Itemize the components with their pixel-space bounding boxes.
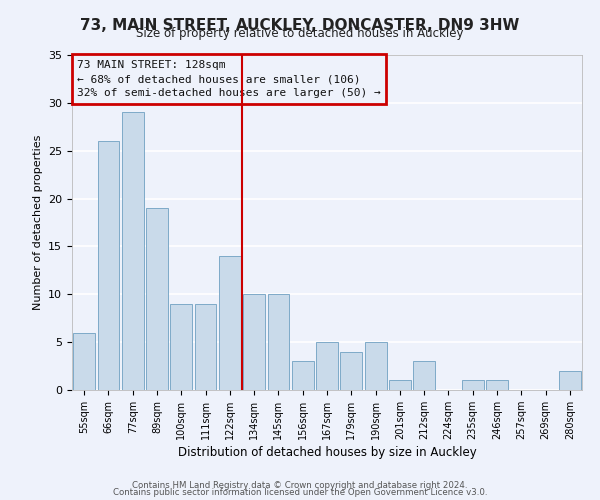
Bar: [559, 371, 581, 390]
Bar: [243, 294, 265, 390]
Text: 73, MAIN STREET, AUCKLEY, DONCASTER, DN9 3HW: 73, MAIN STREET, AUCKLEY, DONCASTER, DN9…: [80, 18, 520, 32]
Bar: [340, 352, 362, 390]
Bar: [73, 332, 95, 390]
Text: 73 MAIN STREET: 128sqm
← 68% of detached houses are smaller (106)
32% of semi-de: 73 MAIN STREET: 128sqm ← 68% of detached…: [77, 60, 381, 98]
Bar: [413, 362, 435, 390]
Y-axis label: Number of detached properties: Number of detached properties: [32, 135, 43, 310]
X-axis label: Distribution of detached houses by size in Auckley: Distribution of detached houses by size …: [178, 446, 476, 459]
Bar: [389, 380, 411, 390]
Bar: [194, 304, 217, 390]
Bar: [365, 342, 386, 390]
Text: Contains HM Land Registry data © Crown copyright and database right 2024.: Contains HM Land Registry data © Crown c…: [132, 480, 468, 490]
Bar: [219, 256, 241, 390]
Bar: [292, 362, 314, 390]
Bar: [97, 141, 119, 390]
Bar: [316, 342, 338, 390]
Bar: [170, 304, 192, 390]
Bar: [122, 112, 143, 390]
Bar: [268, 294, 289, 390]
Text: Contains public sector information licensed under the Open Government Licence v3: Contains public sector information licen…: [113, 488, 487, 497]
Bar: [486, 380, 508, 390]
Text: Size of property relative to detached houses in Auckley: Size of property relative to detached ho…: [136, 28, 464, 40]
Bar: [146, 208, 168, 390]
Bar: [462, 380, 484, 390]
